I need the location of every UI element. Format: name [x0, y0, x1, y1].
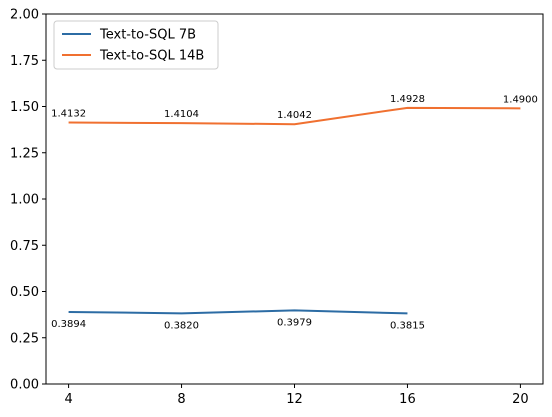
- x-tick-label: 4: [64, 392, 72, 407]
- legend: Text-to-SQL 7B Text-to-SQL 14B: [53, 20, 219, 70]
- legend-label: Text-to-SQL 7B: [99, 28, 196, 43]
- y-tick-label: 0.00: [10, 378, 39, 393]
- y-tick-label: 1.25: [10, 146, 39, 161]
- data-label: 1.4042: [277, 110, 312, 121]
- x-tick-label: 16: [399, 392, 416, 407]
- data-label: 0.3894: [51, 319, 86, 330]
- data-labels: 0.3894 0.3820 0.3979 0.3815 1.4132 1.4104 1.40…: [51, 94, 538, 332]
- data-label: 0.3820: [164, 320, 199, 331]
- plot-area: [45, 13, 544, 385]
- data-label: 0.3815: [390, 320, 425, 331]
- series-layer: [68, 106, 521, 315]
- data-label: 1.4132: [51, 109, 86, 120]
- y-tick-label: 1.75: [10, 54, 39, 69]
- y-axis: 0.00 0.25 0.50 0.75 1.00 1.25 1.50 1.75 2.00: [10, 8, 46, 393]
- series-line-2: [68, 106, 521, 126]
- x-axis: 4 8 12 16 20: [64, 384, 529, 407]
- y-tick-label: 0.25: [10, 331, 39, 346]
- data-label: 1.4928: [390, 94, 425, 105]
- x-tick-label: 20: [512, 392, 529, 407]
- x-tick-label: 12: [286, 392, 303, 407]
- legend-box: [53, 20, 219, 70]
- data-label: 0.3979: [277, 317, 312, 328]
- data-label: 1.4900: [503, 94, 538, 105]
- series-line-1: [68, 309, 408, 315]
- y-tick-label: 1.00: [10, 193, 39, 208]
- legend-label: Text-to-SQL 14B: [99, 49, 204, 64]
- y-tick-label: 0.75: [10, 239, 39, 254]
- y-tick-label: 1.50: [10, 100, 39, 115]
- x-tick-label: 8: [177, 392, 185, 407]
- y-tick-label: 2.00: [10, 8, 39, 23]
- y-tick-label: 0.50: [10, 285, 39, 300]
- data-label: 1.4104: [164, 109, 199, 120]
